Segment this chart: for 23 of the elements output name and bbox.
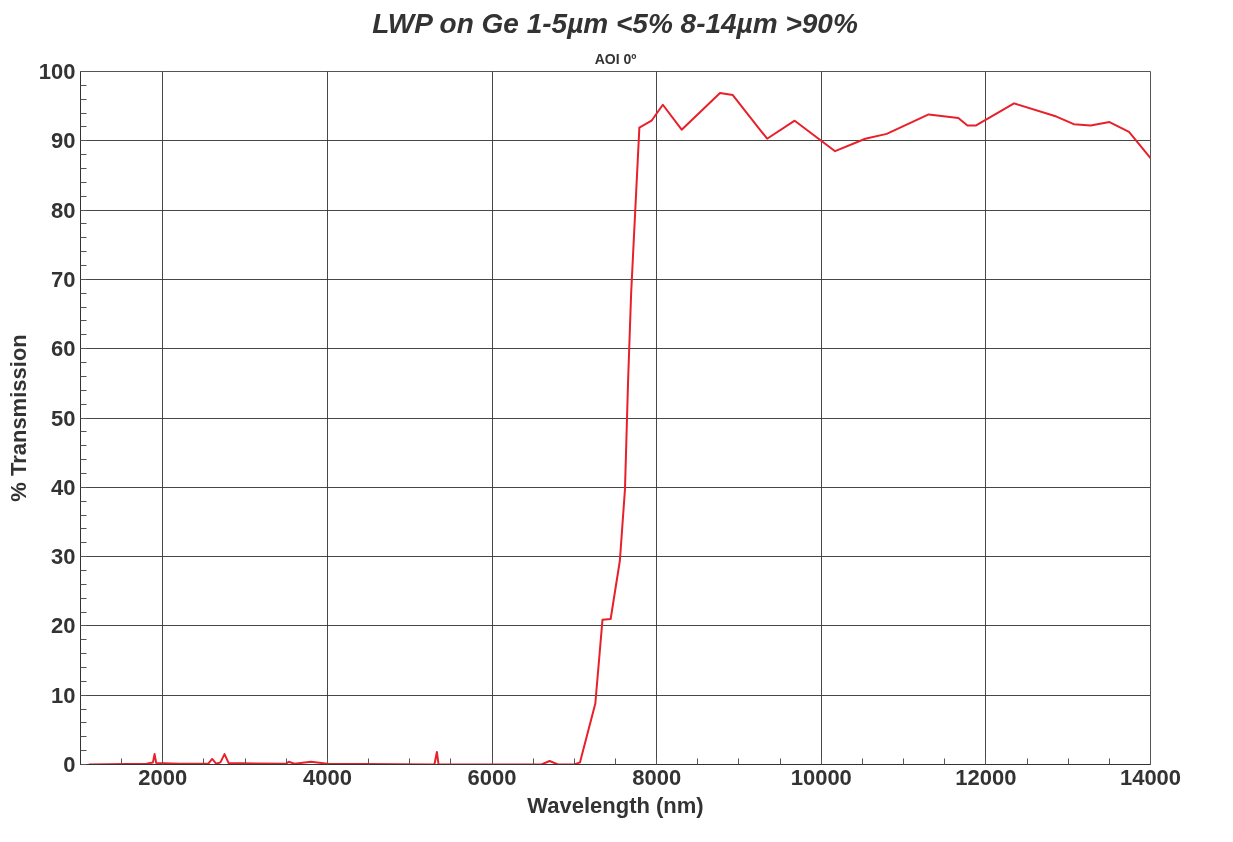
x-tick-label: 2000: [138, 764, 188, 790]
y-tick-label: 10: [51, 682, 76, 708]
line-series: [87, 91, 1151, 765]
y-tick-label: 50: [51, 405, 76, 431]
x-tick-label: 4000: [302, 764, 352, 790]
y-axis-title: % Transmission: [5, 334, 31, 502]
y-tick-label: 40: [51, 474, 76, 500]
y-tick-label: 80: [51, 197, 76, 223]
y-tick-label: 0: [63, 752, 76, 777]
y-tick-label: 20: [51, 613, 76, 639]
chart-title: LWP on Ge 1-5µm <5% 8-14µm >90%: [372, 7, 858, 39]
y-tick-label: 70: [51, 266, 76, 292]
chart-subtitle: AOI 0º: [594, 50, 637, 67]
x-tick-label: 10000: [790, 764, 852, 790]
x-tick-label: 14000: [1119, 764, 1182, 790]
y-tick-label: 100: [38, 59, 76, 84]
y-tick-label: 90: [51, 128, 76, 154]
y-tick-label: 30: [51, 544, 76, 570]
y-tick-label: 60: [51, 336, 76, 362]
x-axis-title: Wavelength (nm): [527, 792, 704, 818]
x-tick-label: 8000: [632, 764, 682, 790]
x-tick-label: 6000: [467, 764, 517, 790]
x-tick-label: 12000: [955, 764, 1017, 790]
